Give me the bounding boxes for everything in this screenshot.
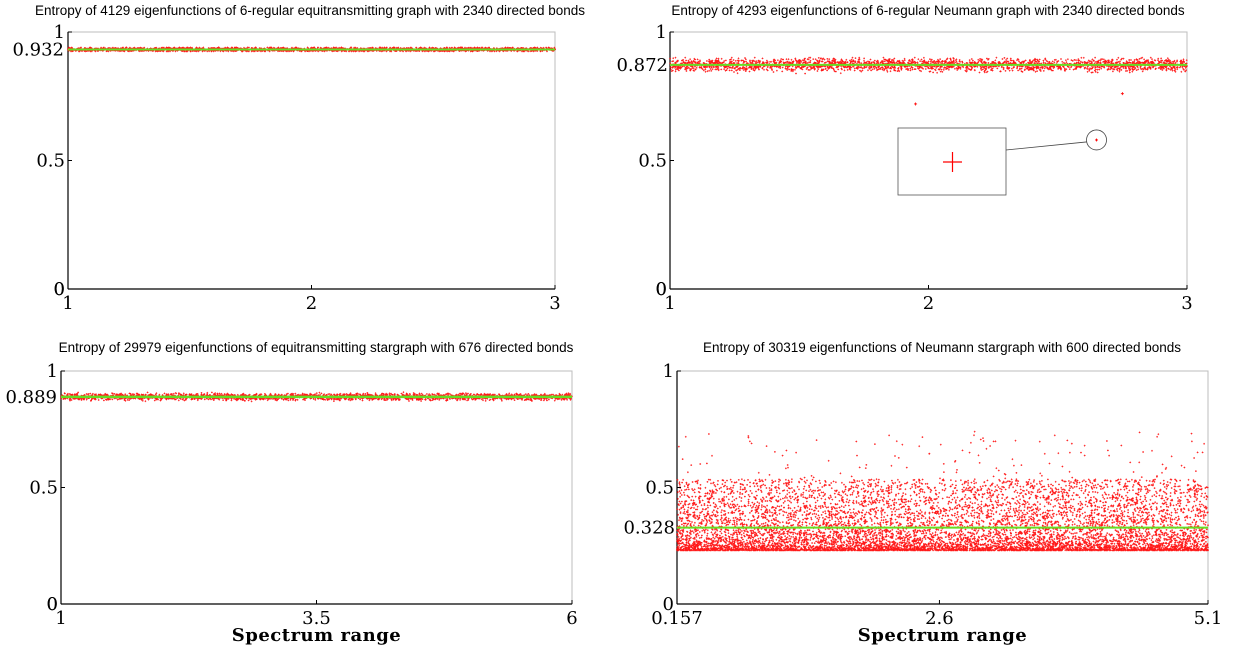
- plot-area: [67, 31, 556, 290]
- panel-2: Entropy of 4293 eigenfunctions of 6-regu…: [616, 3, 1192, 314]
- mean-value-label: 0.328: [623, 518, 675, 539]
- x-tick-label: 3.5: [302, 608, 331, 629]
- data-point-cloud: [676, 430, 1209, 552]
- x-tick-label: 3: [1181, 293, 1192, 314]
- y-tick-label: 1: [656, 22, 667, 43]
- x-tick-label: 5.1: [1194, 608, 1223, 629]
- y-tick-label: 0.5: [29, 478, 58, 499]
- outlier-point: [914, 102, 918, 106]
- panel-3: Entropy of 29979 eigenfunctions of equit…: [5, 340, 577, 646]
- panel-title: Entropy of 4293 eigenfunctions of 6-regu…: [671, 3, 1185, 18]
- x-tick-label: 0.157: [651, 608, 703, 629]
- x-axis-label: Spectrum range: [232, 625, 401, 646]
- y-tick-label: 0: [656, 279, 667, 300]
- y-tick-label: 0.5: [638, 151, 667, 172]
- x-tick-label: 2.6: [925, 608, 954, 629]
- x-tick-label: 6: [566, 608, 577, 629]
- y-tick-label-zero: 0: [54, 279, 65, 300]
- y-tick-label: 1: [54, 22, 65, 43]
- x-tick-label: 1: [664, 293, 675, 314]
- x-tick-label: 2: [923, 293, 934, 314]
- y-tick-label: 0: [47, 594, 58, 615]
- inset-connector: [1005, 141, 1087, 151]
- panel-title: Entropy of 30319 eigenfunctions of Neuma…: [703, 340, 1181, 355]
- x-tick-label: 3: [549, 293, 560, 314]
- y-tick-label: 1: [663, 361, 674, 382]
- y-tick-label: 1: [47, 361, 58, 382]
- y-tick-label: 0: [54, 279, 65, 300]
- scatter-points: [676, 430, 1209, 552]
- panel-4: Entropy of 30319 eigenfunctions of Neuma…: [623, 340, 1222, 646]
- mean-value-label: 0.889: [5, 387, 57, 408]
- inset-plus-marker: [943, 152, 962, 172]
- x-tick-label: 1: [62, 293, 73, 314]
- panel-title: Entropy of 4129 eigenfunctions of 6-regu…: [35, 3, 585, 18]
- outlier-point: [1120, 92, 1124, 96]
- plot-area: [676, 370, 1209, 605]
- mean-value-label: 0.872: [616, 55, 668, 76]
- panel-title: Entropy of 29979 eigenfunctions of equit…: [59, 340, 574, 355]
- y-tick-label: 0.5: [645, 478, 674, 499]
- zoom-circle: [1086, 129, 1107, 151]
- mean-value-label: 0.932: [12, 39, 64, 60]
- y-tick-label-zero: 0: [656, 279, 667, 300]
- y-tick-label-zero: 0: [47, 594, 58, 615]
- x-tick-label: 1: [55, 608, 66, 629]
- x-tick-label: 2: [306, 293, 317, 314]
- plot-area: [60, 370, 573, 605]
- zoom-target-point: [1095, 138, 1098, 141]
- y-tick-label-zero: 0: [663, 594, 674, 615]
- x-axis-label: Spectrum range: [858, 625, 1027, 646]
- panel-1: Entropy of 4129 eigenfunctions of 6-regu…: [12, 3, 585, 314]
- y-tick-label: 0.5: [36, 151, 65, 172]
- zoom-inset: [897, 127, 1107, 196]
